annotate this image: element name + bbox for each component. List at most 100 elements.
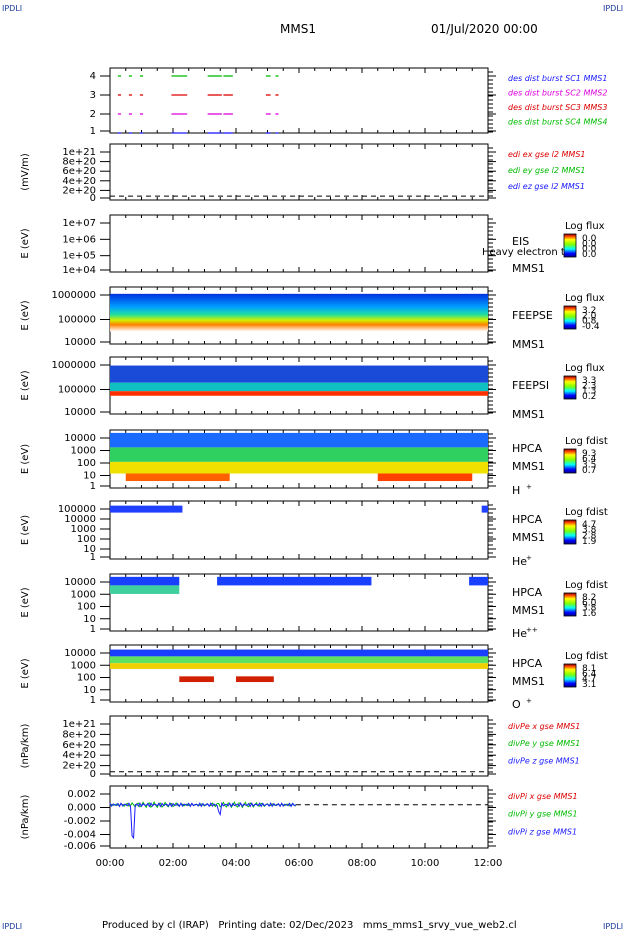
spectrogram-fill-feepsi — [110, 382, 488, 392]
legend-entry-edi: edi ex gse l2 MMS1 — [508, 150, 586, 159]
y-axis-label-hpca_o: E (eV) — [20, 658, 31, 688]
colorbar-title-hpca_o: Log fdist — [565, 651, 608, 662]
colorbar-feepse — [563, 305, 577, 330]
x-tick-label: 00:00 — [96, 858, 125, 869]
colorbar-title-feepse: Log flux — [565, 293, 605, 304]
spectrogram-fill-hpca_o — [110, 663, 488, 669]
y-tick-label-divpi: 0.000 — [67, 803, 96, 814]
y-tick-label-hpca_h: 10 — [83, 471, 96, 482]
y-tick-label-hpca_h: 10000 — [64, 433, 96, 444]
colorbar-tick-hpca_h: 6.4 — [582, 455, 597, 465]
y-tick-label-divpi: 0.002 — [67, 789, 96, 800]
y-axis-label-divpe: (nPa/km) — [20, 724, 31, 769]
side-label-hpca_o: HPCA — [512, 657, 543, 670]
side-label-eis: EIS — [512, 235, 529, 248]
panel-frame-divpe — [109, 715, 489, 777]
y-tick-label-edi: 0 — [90, 193, 96, 204]
side-label-feepsi: FEEPSI — [512, 379, 549, 392]
y-tick-label-hpca_he: 10 — [83, 544, 96, 555]
colorbar-hpca_o — [563, 663, 577, 688]
spectrogram-fill-hpca_o — [110, 649, 488, 657]
y-tick-label-hpca_h: 1000 — [71, 446, 96, 457]
side-label-eis: MMS1 — [512, 262, 545, 275]
divpi-z-trace — [109, 801, 297, 840]
legend-entry-divpi: divPi y gse MMS1 — [508, 810, 578, 819]
colorbar-tick-hpca_hepp: 8.2 — [582, 593, 596, 603]
y-tick-label-eis: 1e+07 — [62, 218, 96, 229]
y-axis-label-hpca_he: E (eV) — [20, 515, 31, 545]
y-tick-label-eis: 1e+06 — [62, 234, 96, 245]
colorbar-tick-eis: 0.0 — [582, 245, 597, 255]
colorbar-tick-hpca_he: 1.9 — [582, 537, 597, 547]
y-tick-label-hpca_h: 100 — [77, 458, 96, 469]
spectrogram-fill-hpca_h — [125, 473, 230, 482]
panel-frame-burst — [109, 67, 489, 134]
colorbar-tick-feepsi: 2.3 — [582, 381, 596, 391]
legend-entry-burst: des dist burst SC4 MMS4 — [508, 117, 607, 126]
colorbar-tick-hpca_h: 9.3 — [582, 449, 596, 459]
corner-label-bl: IPDLI — [2, 922, 23, 931]
legend-entry-burst: des dist burst SC1 MMS1 — [508, 74, 607, 83]
legend-entry-burst: des dist burst SC2 MMS2 — [508, 88, 607, 97]
side-label-sup-hpca_o: + — [526, 697, 532, 705]
y-tick-label-hpca_hepp: 10000 — [64, 577, 96, 588]
y-tick-label-hpca_h: 1 — [90, 481, 96, 492]
y-tick-label-divpe: 6e+20 — [62, 740, 96, 751]
spectrogram-fill-hpca_o — [179, 676, 214, 683]
spectrogram-fill-hpca_hepp — [469, 576, 488, 586]
colorbar-feepsi — [563, 375, 577, 400]
colorbar-tick-feepsi: 3.3 — [582, 376, 596, 386]
colorbar-title-hpca_he: Log fdist — [565, 507, 608, 518]
colorbar-eis — [563, 233, 577, 258]
legend-entry-divpi: divPi z gse MMS1 — [508, 827, 577, 836]
spectrogram-fill-hpca_o — [236, 676, 274, 683]
spectrogram-fill-feepse — [110, 293, 488, 332]
colorbar-tick-hpca_o: 6.4 — [582, 669, 597, 679]
side-label-hpca_he: He — [512, 555, 527, 568]
side-label-hpca_o: O — [512, 698, 521, 711]
side-label-hpca_hepp: He — [512, 627, 527, 640]
y-tick-label-eis: 1e+05 — [62, 251, 96, 262]
y-tick-label-edi: 4e+20 — [62, 176, 96, 187]
colorbar-tick-hpca_he: 2.8 — [582, 531, 597, 541]
colorbar-hpca_h — [563, 448, 577, 474]
y-tick-label-hpca_o: 100 — [77, 673, 96, 684]
colorbar-tick-hpca_he: 3.8 — [582, 526, 597, 536]
y-tick-label-burst: 1 — [90, 126, 96, 137]
spectrogram-fill-feepsi — [110, 365, 488, 383]
corner-label-tr: IPDLI — [603, 4, 624, 13]
colorbar-tick-hpca_hepp: 6.0 — [582, 598, 597, 608]
y-tick-label-hpca_he: 100000 — [58, 504, 96, 515]
y-axis-label-edi: (mV/m) — [20, 153, 31, 191]
colorbar-tick-hpca_o: 3.1 — [582, 680, 596, 690]
y-tick-label-feepse: 100000 — [58, 315, 96, 326]
y-tick-label-hpca_he: 100 — [77, 534, 96, 545]
y-axis-label-divpi: (nPa/km) — [20, 795, 31, 840]
y-tick-label-hpca_hepp: 1000 — [71, 589, 96, 600]
spectrogram-fill-hpca_hepp — [110, 585, 180, 594]
y-tick-label-divpe: 4e+20 — [62, 750, 96, 761]
corner-label-tl: IPDLI — [2, 4, 23, 13]
colorbar-hpca_hepp — [563, 592, 577, 617]
y-tick-label-feepse: 1000000 — [51, 290, 96, 301]
y-axis-label-hpca_hepp: E (eV) — [20, 587, 31, 617]
x-tick-label: 10:00 — [411, 858, 440, 869]
legend-entry-divpe: divPe z gse MMS1 — [508, 756, 580, 765]
side-label-hpca_h: H — [512, 484, 520, 497]
colorbar-title-feepsi: Log flux — [565, 363, 605, 374]
y-tick-label-feepsi: 100000 — [58, 385, 96, 396]
colorbar-tick-eis: 0.0 — [582, 234, 597, 244]
y-tick-label-burst: 2 — [90, 109, 96, 120]
colorbar-tick-hpca_h: 0.7 — [582, 466, 596, 476]
side-label-feepse: MMS1 — [512, 338, 545, 351]
y-tick-label-divpe: 1e+21 — [62, 719, 96, 730]
y-tick-label-feepsi: 1000000 — [51, 360, 96, 371]
side-label-hpca_h: MMS1 — [512, 460, 545, 473]
y-tick-label-hpca_hepp: 10 — [83, 614, 96, 625]
y-tick-label-edi: 8e+20 — [62, 157, 96, 168]
date-title: 01/Jul/2020 00:00 — [431, 22, 538, 36]
x-tick-label: 04:00 — [222, 858, 251, 869]
spectrogram-fill-hpca_he — [110, 505, 183, 513]
spectrogram-fill-hpca_hepp — [217, 576, 372, 586]
